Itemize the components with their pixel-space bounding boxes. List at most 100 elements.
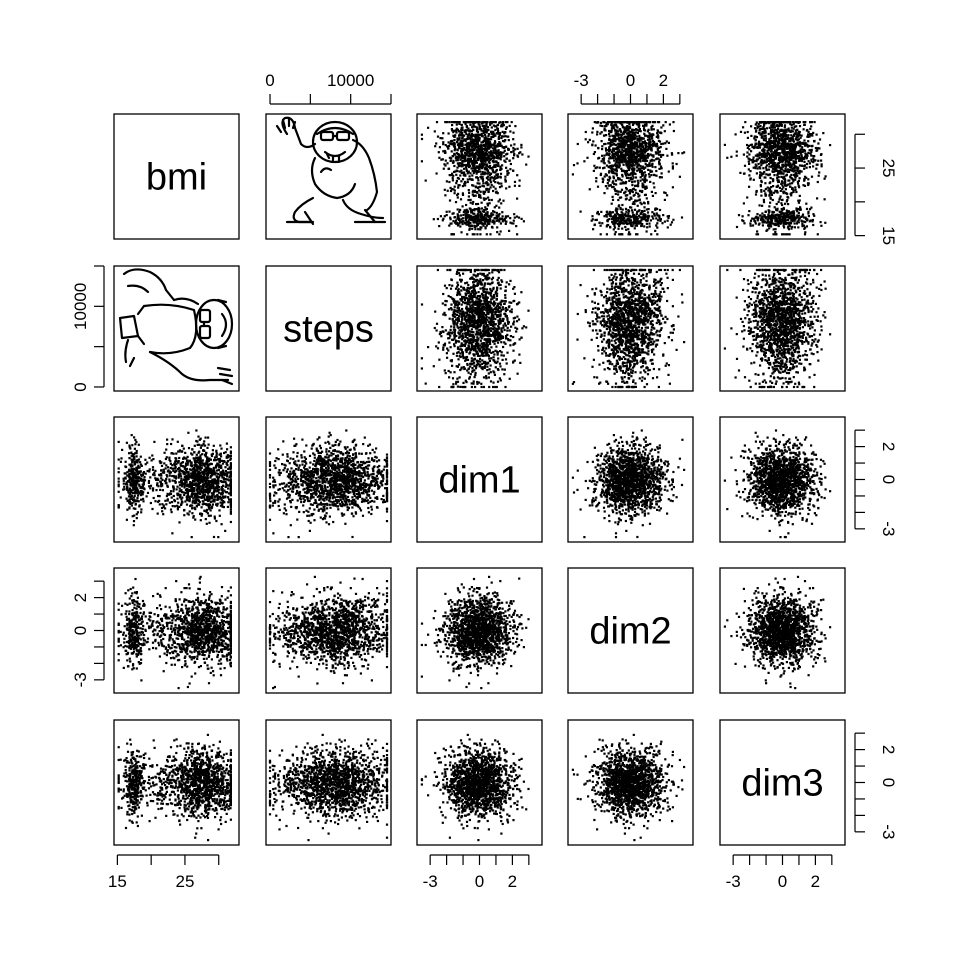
point (593, 223, 596, 226)
point (455, 222, 458, 225)
point (768, 193, 771, 196)
point (497, 162, 500, 165)
point (468, 207, 471, 210)
point (754, 193, 758, 196)
point (462, 272, 465, 275)
point (792, 145, 796, 148)
point (493, 171, 497, 174)
point (633, 227, 636, 230)
point (772, 123, 775, 126)
point (500, 136, 503, 139)
point (446, 347, 449, 350)
point (764, 137, 768, 140)
point (743, 131, 746, 134)
point (491, 156, 494, 159)
point (655, 169, 658, 173)
point (488, 158, 491, 161)
point (829, 144, 832, 147)
point (459, 225, 462, 228)
point (636, 128, 639, 132)
point (625, 132, 628, 135)
point (486, 121, 489, 124)
point (476, 223, 479, 227)
point (473, 153, 476, 156)
point (628, 198, 631, 202)
point (496, 380, 500, 383)
point (476, 145, 479, 148)
point (644, 150, 647, 153)
point (666, 219, 669, 222)
point (482, 144, 485, 147)
point (810, 125, 813, 128)
point (612, 127, 615, 130)
point (472, 194, 475, 197)
point (794, 129, 797, 132)
point (752, 156, 755, 159)
point (491, 168, 494, 171)
point (476, 138, 479, 141)
point (433, 130, 436, 133)
point (463, 180, 467, 184)
panel-dim1-steps (265, 416, 392, 543)
point (476, 126, 479, 129)
point (478, 168, 481, 171)
point (466, 172, 469, 175)
point (491, 221, 494, 224)
point (659, 176, 662, 179)
point (760, 158, 763, 161)
point (620, 167, 623, 170)
point (496, 181, 499, 184)
point (489, 181, 493, 184)
point (485, 197, 488, 200)
point (485, 220, 488, 223)
point (759, 214, 762, 217)
point (492, 166, 495, 169)
point (603, 192, 606, 195)
point (624, 142, 627, 145)
point (799, 151, 802, 154)
point (792, 123, 795, 126)
point (599, 132, 602, 135)
point (470, 129, 473, 133)
point (444, 121, 447, 124)
point (481, 178, 485, 181)
point (782, 222, 785, 225)
point (461, 193, 465, 196)
point (621, 208, 624, 211)
point (450, 359, 453, 362)
point (496, 132, 499, 135)
point (631, 184, 634, 187)
point (477, 291, 480, 294)
point (456, 169, 459, 173)
point (470, 328, 473, 331)
point (493, 373, 496, 376)
point (812, 213, 815, 216)
point (505, 126, 508, 129)
point (765, 168, 768, 171)
point (624, 148, 627, 151)
point (755, 190, 758, 193)
point (603, 125, 606, 128)
point (447, 141, 450, 144)
point (483, 198, 486, 201)
point (812, 165, 815, 168)
point (614, 162, 617, 165)
point (634, 216, 637, 219)
point (789, 176, 792, 179)
point (481, 215, 484, 218)
point (624, 225, 627, 229)
point (466, 210, 470, 213)
point (456, 208, 459, 211)
point (450, 157, 453, 160)
point (775, 202, 778, 206)
point (779, 166, 782, 169)
point (655, 145, 658, 148)
point (636, 217, 639, 220)
point (471, 208, 474, 212)
point (757, 162, 760, 166)
panel-dim3-bmi (113, 719, 240, 846)
point (490, 214, 493, 217)
point (480, 122, 483, 125)
point (794, 171, 798, 175)
point (497, 137, 500, 140)
